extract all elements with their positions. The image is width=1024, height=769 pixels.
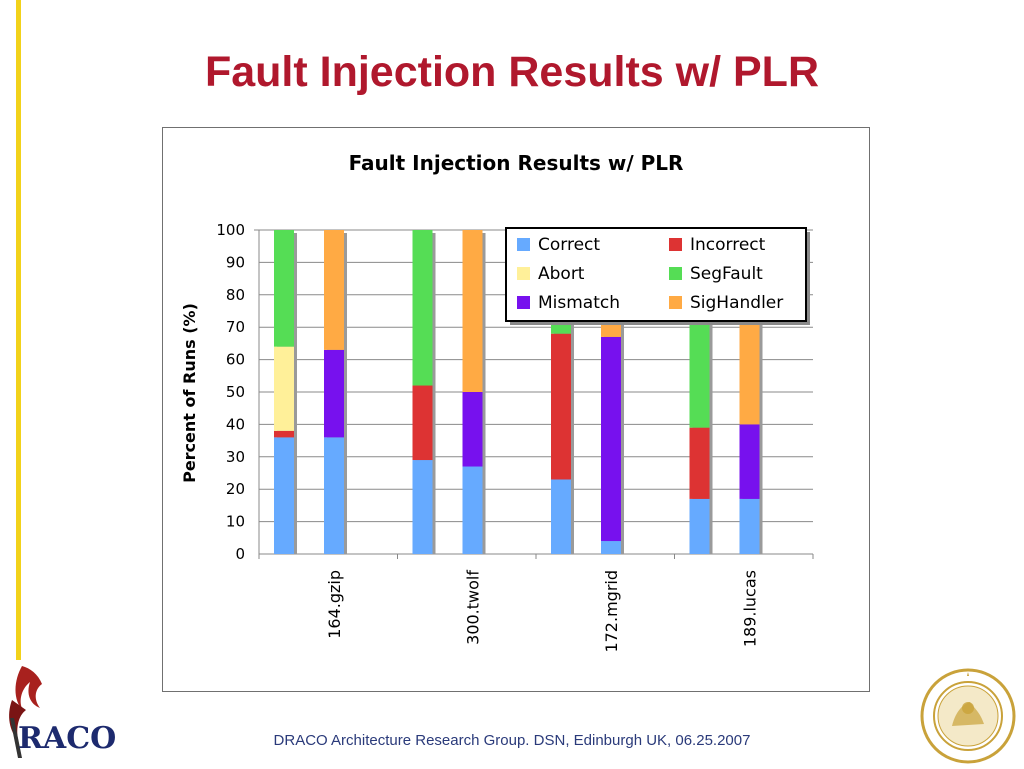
- legend-swatch: [669, 296, 682, 309]
- legend-label: Incorrect: [690, 235, 766, 255]
- y-tick-label: 60: [226, 351, 245, 369]
- x-category-label: 189.lucas: [741, 570, 760, 647]
- legend-label: Correct: [538, 235, 600, 255]
- legend-label: SegFault: [690, 264, 763, 284]
- bar-segment-incorrect: [274, 430, 294, 438]
- slide-footer: DRACO Architecture Research Group. DSN, …: [273, 732, 751, 749]
- legend-swatch: [669, 267, 682, 280]
- svg-text:RACO: RACO: [18, 721, 116, 756]
- x-category-label: 164.gzip: [325, 570, 344, 639]
- y-tick-label: 20: [226, 480, 245, 498]
- bar-segment-abort: [274, 346, 294, 431]
- y-tick-label: 0: [235, 545, 245, 563]
- y-tick-label: 10: [226, 513, 245, 531]
- bar-segment-sighandler: [324, 230, 344, 350]
- plot-area: 0 10 20 30 40 50 60 70 80 90 100 164.gzip 300.twolf 1…: [216, 221, 814, 653]
- bar-segment-mismatch: [601, 336, 621, 542]
- chart-frame: Fault Injection Results w/ PLR Percent o…: [162, 127, 870, 692]
- bar-segment-mismatch: [462, 392, 483, 467]
- y-tick-label: 30: [226, 448, 245, 466]
- bar-segment-correct: [462, 466, 483, 554]
- bar-segment-correct: [324, 437, 344, 554]
- draco-logo: RACO: [4, 660, 116, 760]
- y-tick-label: 90: [226, 253, 245, 271]
- left-accent-stripe: [16, 0, 21, 660]
- legend-label: Mismatch: [538, 293, 620, 313]
- x-category-label: 300.twolf: [464, 570, 483, 645]
- slide-title: Fault Injection Results w/ PLR: [204, 48, 819, 96]
- y-axis-label: Percent of Runs (%): [180, 303, 199, 483]
- bar-segment-correct: [412, 460, 433, 554]
- legend-label: Abort: [538, 264, 585, 284]
- bar-segment-incorrect: [689, 427, 710, 499]
- bar-segment-mismatch: [324, 349, 344, 438]
- y-tick-label: 50: [226, 383, 245, 401]
- y-tick-label: 80: [226, 286, 245, 304]
- bar-segment-incorrect: [412, 385, 433, 461]
- bar-segment-sighandler: [462, 230, 483, 392]
- bar-segment-segfault: [412, 230, 433, 386]
- y-tick-label: 100: [216, 221, 245, 239]
- legend-swatch: [517, 238, 530, 251]
- chart-canvas: Fault Injection Results w/ PLR Percent o…: [180, 151, 814, 653]
- y-tick-label: 70: [226, 318, 245, 336]
- university-seal-logo: [920, 668, 1016, 764]
- legend-swatch: [517, 267, 530, 280]
- bar-segment-incorrect: [551, 333, 571, 480]
- legend-swatch: [517, 296, 530, 309]
- bar-segment-correct: [689, 498, 710, 554]
- chart-title: Fault Injection Results w/ PLR: [349, 151, 684, 175]
- x-category-label: 172.mgrid: [602, 570, 621, 653]
- legend-label: SigHandler: [690, 293, 783, 313]
- bar-segment-correct: [739, 498, 760, 554]
- legend-swatch: [669, 238, 682, 251]
- bar-segment-correct: [601, 541, 621, 554]
- legend: [505, 227, 807, 322]
- bar-segment-mismatch: [739, 424, 760, 499]
- bar-segment-correct: [274, 437, 294, 554]
- bar-segment-segfault: [274, 230, 294, 347]
- bar-segment-correct: [551, 479, 571, 554]
- y-tick-label: 40: [226, 415, 245, 433]
